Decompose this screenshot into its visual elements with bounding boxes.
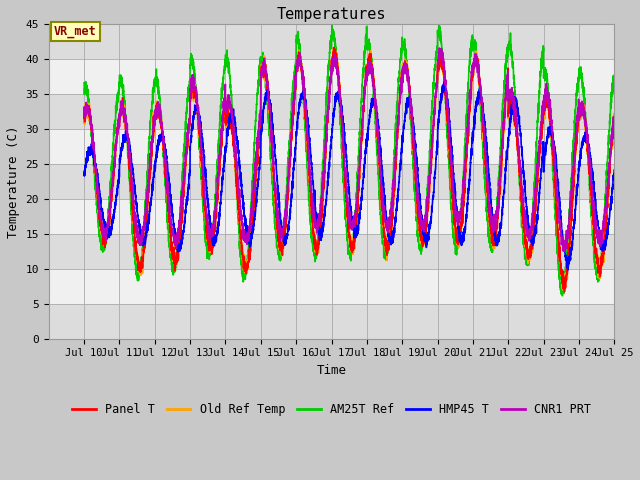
Bar [49,234,614,269]
Bar [49,60,614,94]
Text: VR_met: VR_met [54,25,97,38]
Bar [49,94,614,129]
Bar [49,164,614,199]
Bar [49,304,614,339]
Bar [49,24,614,60]
Legend: Panel T, Old Ref Temp, AM25T Ref, HMP45 T, CNR1 PRT: Panel T, Old Ref Temp, AM25T Ref, HMP45 … [67,398,596,420]
Bar [49,269,614,304]
X-axis label: Time: Time [317,364,346,377]
Y-axis label: Temperature (C): Temperature (C) [7,125,20,238]
Bar [49,199,614,234]
Title: Temperatures: Temperatures [276,7,387,22]
Bar [49,129,614,164]
